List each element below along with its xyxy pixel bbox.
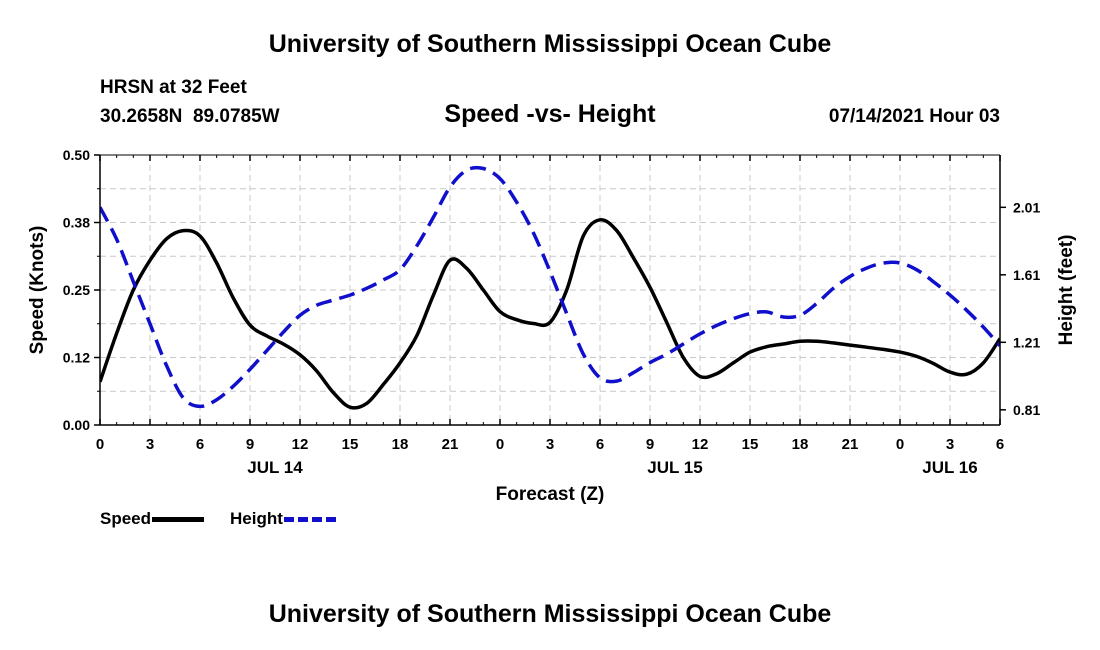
x-tick-label: 9	[646, 436, 654, 453]
y-tick-label: 0.25	[63, 282, 90, 298]
y-tick-label: 0.50	[63, 147, 90, 163]
day-label: JUL 16	[922, 458, 977, 477]
grid	[100, 155, 1000, 425]
speed-height-chart: 0 3 6 9 12 15 18 21 0 3 6 9 12 15 18 21 0 3 6 JUL 14 JUL 15 J…	[27, 147, 1077, 505]
x-tick-label: 6	[996, 436, 1004, 453]
x-tick-label: 18	[792, 436, 809, 453]
station-name: HRSN at 32 Feet	[100, 77, 247, 98]
run-time: 07/14/2021 Hour 03	[828, 106, 1000, 127]
x-tick-label: 12	[692, 436, 709, 453]
header-title: University of Southern Mississippi Ocean…	[268, 30, 832, 58]
legend-height: Height	[230, 509, 336, 529]
x-tick-label: 3	[946, 436, 954, 453]
y2-axis-title: Height (feet)	[1056, 235, 1077, 346]
legend-speed: Speed	[100, 509, 205, 529]
legend-height-label: Height	[230, 509, 283, 528]
x-tick-label: 15	[742, 436, 759, 453]
x-tick-label: 0	[896, 436, 904, 453]
series-line-height	[100, 165, 1000, 409]
y-tick-label: 0.12	[63, 350, 90, 366]
axis-labels: 0 3 6 9 12 15 18 21 0 3 6 9 12 15 18 21 0 3 6 JUL 14 JUL 15 J…	[27, 147, 1077, 505]
legend-speed-swatch	[152, 516, 205, 522]
x-tick-label: 12	[292, 436, 309, 453]
station-coordinates: 30.2658N 89.0785W	[100, 106, 280, 127]
x-tick-label: 0	[496, 436, 504, 453]
day-label: JUL 14	[247, 458, 303, 477]
x-tick-label: 3	[146, 436, 154, 453]
series-layer	[100, 165, 1000, 410]
x-tick-label: 9	[246, 436, 254, 453]
legend-speed-label: Speed	[100, 509, 152, 528]
footer-title: University of Southern Mississippi Ocean…	[268, 600, 832, 628]
x-tick-label: 6	[596, 436, 604, 453]
y2-tick-label: 0.81	[1013, 402, 1040, 418]
series-line-speed	[100, 217, 1000, 410]
x-tick-label: 6	[196, 436, 204, 453]
x-tick-label: 0	[96, 436, 104, 453]
y2-tick-label: 1.21	[1013, 334, 1040, 350]
x-axis-title: Forecast (Z)	[496, 484, 605, 505]
y-tick-label: 0.00	[63, 417, 90, 433]
day-label: JUL 15	[647, 458, 702, 477]
y-tick-label: 0.38	[63, 215, 90, 231]
y-axis-title: Speed (Knots)	[27, 226, 48, 355]
x-tick-label: 21	[842, 436, 859, 453]
y2-tick-label: 2.01	[1013, 199, 1040, 215]
x-tick-label: 18	[392, 436, 409, 453]
x-tick-label: 15	[342, 436, 359, 453]
y2-tick-label: 1.61	[1013, 267, 1040, 283]
chart-title: Speed -vs- Height	[444, 100, 656, 128]
x-tick-label: 3	[546, 436, 554, 453]
x-tick-label: 21	[442, 436, 459, 453]
legend-height-swatch	[283, 516, 336, 522]
axes	[94, 154, 1006, 426]
